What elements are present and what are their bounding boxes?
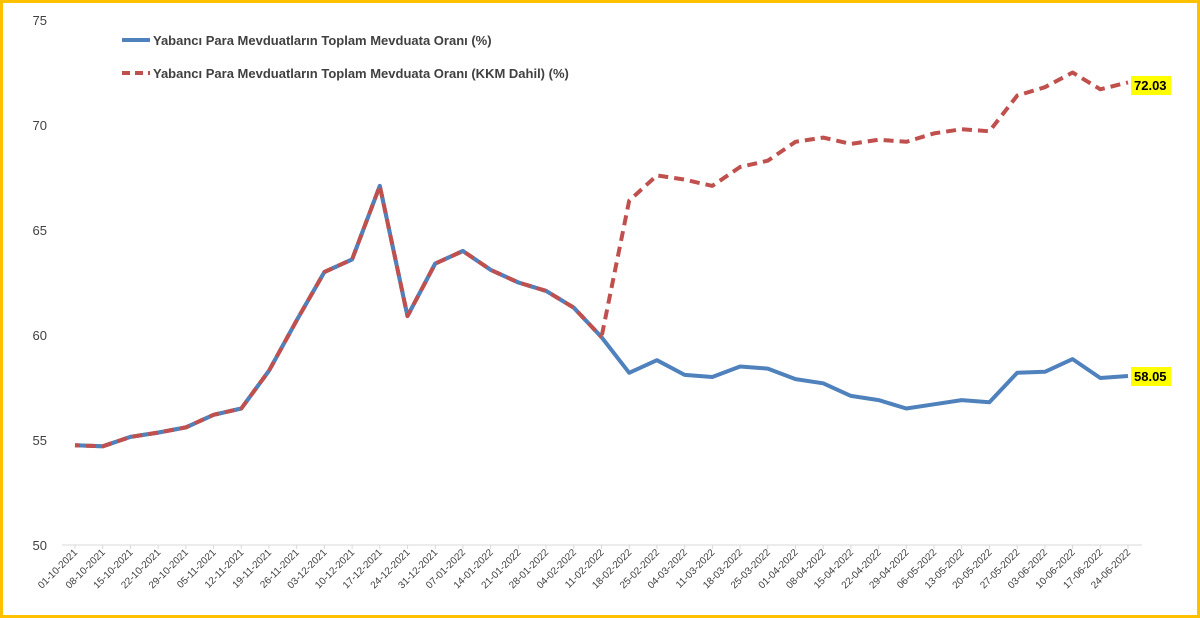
series-line-fx-kkm — [74, 70, 1129, 449]
legend-label-fx-kkm: Yabancı Para Mevduatların Toplam Mevduat… — [153, 66, 569, 81]
y-tick-label: 60 — [33, 328, 47, 343]
y-tick-label: 75 — [33, 13, 47, 28]
end-labels: 72.03 58.05 — [1131, 76, 1171, 386]
end-label-bg-kkm — [1131, 76, 1171, 95]
y-axis: 50 55 60 65 70 75 — [33, 13, 47, 553]
series-line-fx — [74, 183, 1129, 449]
legend: Yabancı Para Mevduatların Toplam Mevduat… — [122, 33, 569, 81]
end-label-bg-fx — [1131, 367, 1171, 386]
legend-label-fx: Yabancı Para Mevduatların Toplam Mevduat… — [153, 33, 492, 48]
y-tick-label: 50 — [33, 538, 47, 553]
y-tick-label: 65 — [33, 223, 47, 238]
plot-area — [74, 70, 1129, 449]
series-line-fx-kkm-overlap — [74, 183, 603, 449]
y-tick-label: 55 — [33, 433, 47, 448]
y-tick-label: 70 — [33, 118, 47, 133]
end-label-kkm: 72.03 — [1134, 78, 1167, 93]
x-axis: 01-10-202108-10-202115-10-202122-10-2021… — [36, 544, 1142, 591]
end-label-fx: 58.05 — [1134, 369, 1167, 384]
